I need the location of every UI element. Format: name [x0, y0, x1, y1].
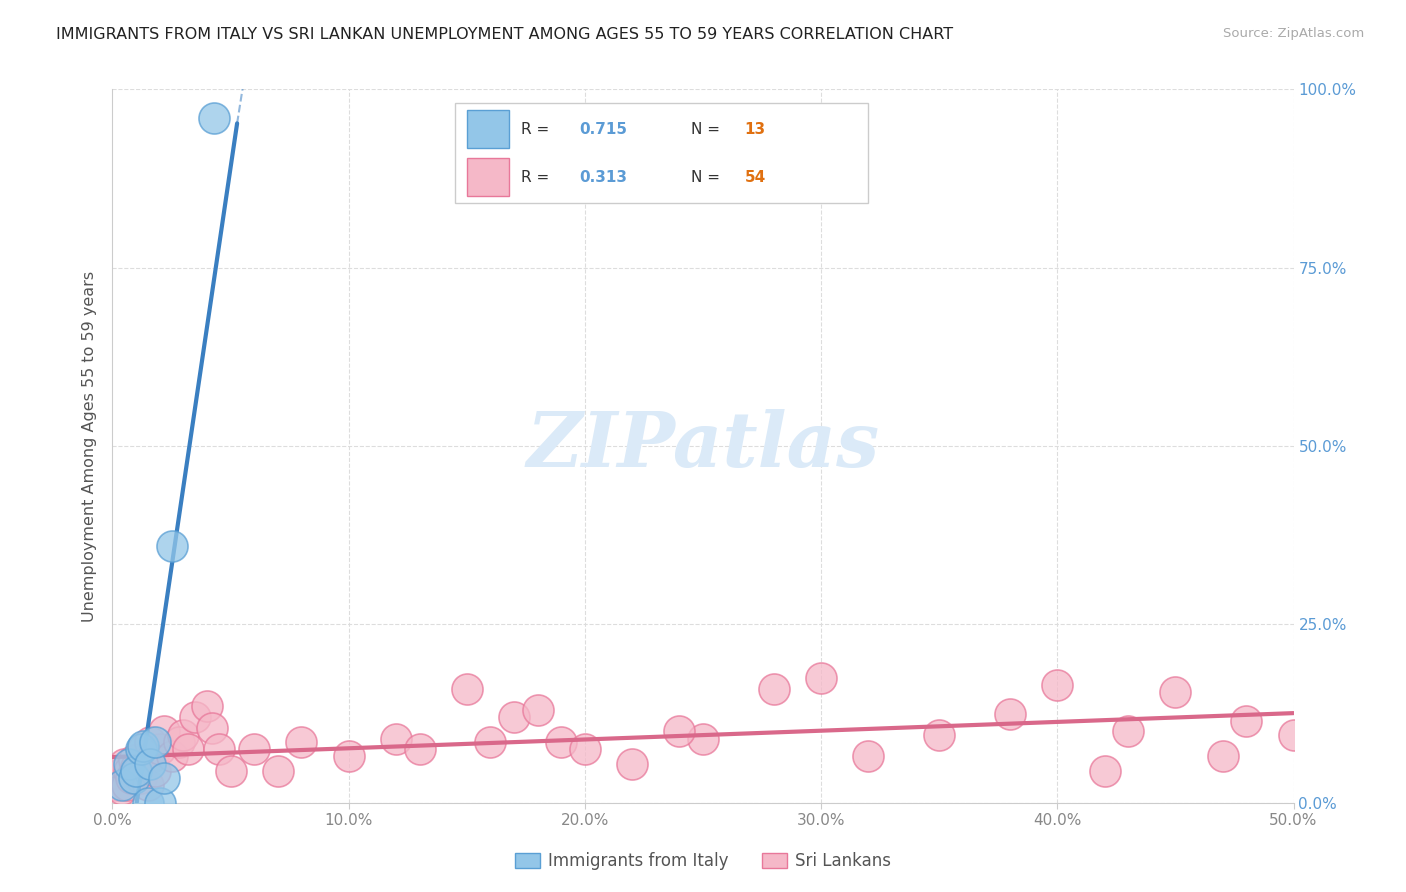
Point — [208, 742, 231, 756]
Point — [132, 739, 155, 753]
Point — [118, 764, 141, 778]
Point — [118, 756, 141, 771]
Point — [120, 771, 142, 785]
Point — [167, 735, 190, 749]
Point — [127, 764, 149, 778]
Point — [1094, 764, 1116, 778]
Point — [503, 710, 526, 724]
Point — [526, 703, 548, 717]
Point — [201, 721, 224, 735]
Point — [385, 731, 408, 746]
Point — [172, 728, 194, 742]
Point — [122, 753, 145, 767]
Point — [408, 742, 430, 756]
Point — [149, 742, 172, 756]
Point — [290, 735, 312, 749]
Point — [129, 742, 152, 756]
Point — [456, 681, 478, 696]
Point — [122, 771, 145, 785]
Point — [115, 778, 138, 792]
Point — [267, 764, 290, 778]
Point — [143, 735, 166, 749]
Point — [112, 756, 135, 771]
Point — [337, 749, 360, 764]
Point — [762, 681, 785, 696]
Point — [668, 724, 690, 739]
Text: ZIPatlas: ZIPatlas — [526, 409, 880, 483]
Point — [153, 771, 176, 785]
Text: IMMIGRANTS FROM ITALY VS SRI LANKAN UNEMPLOYMENT AMONG AGES 55 TO 59 YEARS CORRE: IMMIGRANTS FROM ITALY VS SRI LANKAN UNEM… — [56, 27, 953, 42]
Point — [136, 778, 159, 792]
Point — [160, 749, 183, 764]
Point — [1212, 749, 1234, 764]
Text: Source: ZipAtlas.com: Source: ZipAtlas.com — [1223, 27, 1364, 40]
Point — [1046, 678, 1069, 692]
Legend: Immigrants from Italy, Sri Lankans: Immigrants from Italy, Sri Lankans — [508, 846, 898, 877]
Point — [621, 756, 644, 771]
Point — [125, 760, 148, 774]
Point — [160, 539, 183, 553]
Point — [810, 671, 832, 685]
Point — [1164, 685, 1187, 699]
Point — [998, 706, 1021, 721]
Point — [243, 742, 266, 756]
Point — [111, 781, 134, 796]
Point — [219, 764, 242, 778]
Point — [202, 111, 225, 125]
Point — [125, 764, 148, 778]
Point — [111, 778, 134, 792]
Point — [928, 728, 950, 742]
Point — [139, 756, 162, 771]
Point — [129, 771, 152, 785]
Point — [479, 735, 502, 749]
Point — [858, 749, 880, 764]
Point — [143, 764, 166, 778]
Point — [132, 742, 155, 756]
Point — [184, 710, 207, 724]
Point — [177, 742, 200, 756]
Point — [195, 699, 218, 714]
Point — [149, 796, 172, 810]
Point — [108, 767, 131, 781]
Point — [1282, 728, 1305, 742]
Point — [1234, 714, 1257, 728]
Point — [136, 796, 159, 810]
Point — [692, 731, 714, 746]
Point — [153, 724, 176, 739]
Y-axis label: Unemployment Among Ages 55 to 59 years: Unemployment Among Ages 55 to 59 years — [82, 270, 97, 622]
Point — [1116, 724, 1139, 739]
Point — [139, 735, 162, 749]
Point — [550, 735, 572, 749]
Point — [574, 742, 596, 756]
Point — [142, 749, 165, 764]
Point — [105, 778, 128, 792]
